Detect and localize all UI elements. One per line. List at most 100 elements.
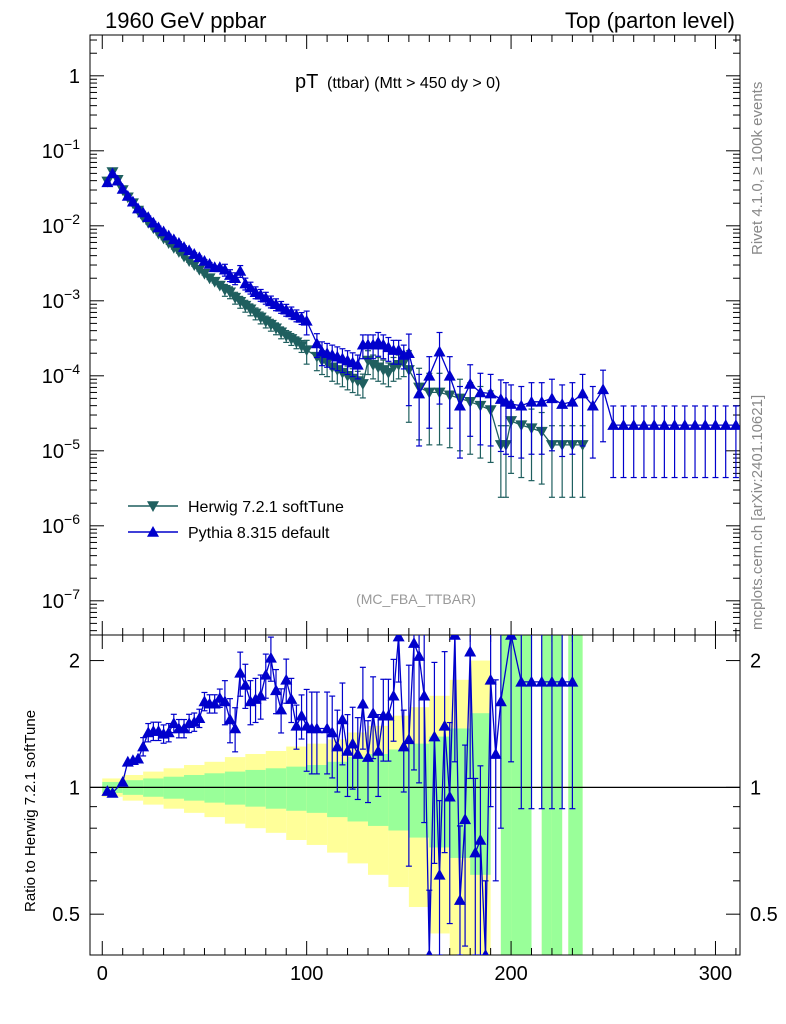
data-point [719, 419, 732, 430]
plot-title-sub: (ttbar) (Mtt > 450 dy > 0) [327, 75, 500, 92]
y-tick-base: 10 [42, 291, 64, 313]
data-point [469, 846, 482, 858]
band-inner [388, 749, 409, 831]
data-point [489, 748, 502, 759]
data-point [505, 398, 518, 409]
data-point [556, 398, 569, 409]
data-point [607, 419, 620, 430]
y-tick-base: 10 [42, 591, 64, 613]
data-point [525, 675, 538, 687]
y-tick-label: 10−7 [42, 586, 80, 613]
data-point [453, 399, 466, 411]
data-point [106, 786, 119, 798]
data-point [331, 740, 344, 752]
data-point [418, 689, 431, 701]
data-point [413, 387, 426, 399]
data-point [474, 386, 487, 398]
y-tick-base: 10 [42, 516, 64, 538]
data-point [627, 419, 640, 430]
data-point [433, 345, 446, 357]
band-inner [541, 635, 552, 955]
series-herwig [101, 167, 589, 498]
data-point [433, 868, 446, 880]
ratio-y-tick-label-left: 0.5 [52, 904, 80, 926]
data-point [387, 689, 400, 701]
y-tick-exponent: −5 [64, 436, 80, 452]
data-point [428, 730, 441, 742]
data-point [617, 419, 630, 430]
data-point [310, 722, 323, 734]
data-point [648, 419, 661, 430]
data-point [300, 314, 313, 326]
data-point [147, 216, 160, 228]
x-tick-label: 300 [699, 963, 732, 985]
data-point [259, 668, 272, 680]
data-point [535, 675, 548, 687]
data-point [392, 635, 405, 642]
data-point [413, 650, 426, 661]
y-tick-base: 10 [42, 141, 64, 163]
legend-herwig-marker [147, 501, 159, 512]
data-point [377, 365, 390, 376]
data-point [193, 712, 206, 723]
data-point [356, 379, 369, 390]
data-point [382, 367, 395, 379]
data-point [310, 337, 323, 349]
data-point [464, 377, 477, 389]
data-point [234, 666, 247, 678]
series-ratio-pythia [101, 635, 579, 955]
y-tick-base: 10 [42, 216, 64, 238]
data-point [142, 211, 155, 223]
data-point [346, 737, 359, 749]
data-point [392, 344, 405, 355]
data-point [678, 419, 691, 430]
data-point [484, 673, 497, 685]
data-point [459, 813, 472, 825]
data-point [597, 383, 610, 395]
data-point [699, 419, 712, 430]
data-point [438, 719, 451, 731]
data-point [132, 752, 145, 764]
x-tick-label: 0 [97, 963, 108, 985]
y-tick-base: 10 [42, 366, 64, 388]
band-inner [551, 635, 563, 955]
data-point [234, 264, 247, 276]
data-point [443, 369, 456, 381]
data-point [453, 894, 466, 905]
data-point [121, 189, 134, 201]
band-inner [265, 768, 287, 809]
data-point [586, 399, 599, 411]
legend-pythia-label: Pythia 8.315 default [188, 525, 330, 542]
data-point [402, 347, 415, 359]
data-point [137, 740, 150, 752]
data-point [474, 834, 487, 845]
data-point [372, 744, 385, 756]
band-inner [286, 766, 307, 811]
y-tick-label: 10−3 [42, 286, 80, 313]
ratio-frame [89, 634, 741, 956]
data-point [525, 395, 538, 407]
data-point [229, 272, 242, 284]
y-tick-label: 10−1 [42, 136, 80, 163]
data-point [275, 703, 288, 715]
y-tick-exponent: −1 [64, 136, 80, 152]
data-point [484, 387, 497, 399]
legend-pythia-marker [147, 526, 159, 537]
ratio-ylabel: Ratio to Herwig 7.2.1 softTune [22, 710, 39, 912]
data-point [351, 748, 364, 759]
data-point [295, 709, 308, 721]
ratio-y-tick-label-right: 0.5 [750, 904, 778, 926]
data-point [566, 675, 579, 687]
data-point [576, 387, 589, 399]
data-point [341, 744, 354, 756]
data-point [290, 719, 303, 731]
data-point [167, 717, 180, 729]
data-point [689, 419, 702, 430]
band-inner [245, 769, 266, 807]
data-point [244, 281, 257, 293]
data-point [218, 695, 231, 707]
x-tick-label: 200 [494, 963, 527, 985]
y-tick-exponent: −4 [64, 361, 80, 377]
data-point [259, 316, 272, 328]
data-point [106, 167, 119, 179]
